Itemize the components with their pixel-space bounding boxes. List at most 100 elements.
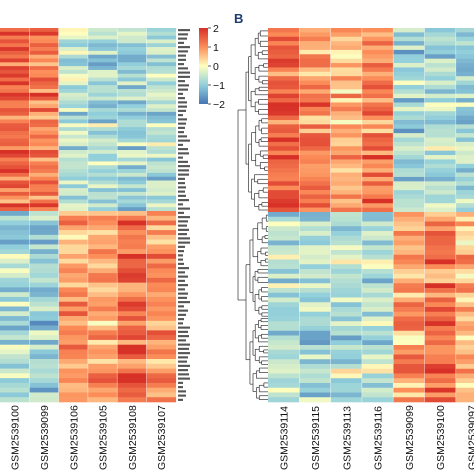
heatmap-cell [87, 89, 118, 94]
row-label [178, 92, 183, 95]
heatmap-cell [455, 58, 474, 64]
heatmap-cell [146, 382, 177, 388]
heatmap-cell [361, 383, 394, 389]
heatmap-cell [117, 263, 147, 269]
heatmap-cell [58, 81, 89, 86]
row-label [178, 101, 187, 104]
heatmap-cell [146, 392, 177, 398]
heatmap-cell [393, 216, 425, 222]
heatmap-cell [29, 119, 59, 124]
heatmap-cell [87, 258, 118, 264]
heatmap-cell [117, 382, 147, 388]
row-label [178, 182, 185, 185]
heatmap-cell [117, 253, 147, 260]
heatmap-cell [87, 392, 118, 398]
heatmap-cell [393, 32, 425, 38]
heatmap-cell [29, 138, 59, 143]
heatmap-cell [330, 159, 363, 165]
heatmap-cell [424, 54, 457, 59]
heatmap-cell [361, 235, 394, 241]
heatmap-cell [299, 383, 331, 389]
heatmap-cell [330, 288, 363, 294]
heatmap-cell [87, 203, 118, 208]
heatmap-a-column-labels: GSM2539100 GSM2539099 GSM2539106 GSM2539105… [10, 405, 168, 470]
heatmap-cell [330, 36, 363, 42]
heatmap-cell [299, 28, 331, 33]
heatmap-cell [361, 221, 394, 227]
heatmap-cell [424, 198, 457, 204]
heatmap-cell [424, 235, 457, 241]
heatmap-cell [424, 124, 457, 130]
heatmap-cell [299, 240, 331, 246]
row-label [178, 390, 186, 393]
heatmap-cell [330, 84, 363, 90]
heatmap-cell [268, 54, 300, 59]
heatmap-cell [146, 287, 177, 293]
heatmap-cell [330, 359, 363, 365]
row-label [178, 267, 189, 270]
column-label: GSM2539115 [310, 406, 322, 470]
heatmap-cell [87, 368, 118, 374]
heatmap-cell [455, 226, 474, 232]
heatmap-cell [58, 184, 89, 189]
heatmap-cell [268, 45, 300, 51]
heatmap-cell [58, 316, 89, 322]
heatmap-cell [117, 96, 147, 101]
heatmap-cell [58, 220, 89, 226]
heatmap-cell [330, 141, 363, 147]
heatmap-cell [299, 102, 331, 108]
row-label [178, 105, 187, 108]
heatmap-cell [268, 63, 300, 68]
heatmap-cell [393, 115, 425, 121]
heatmap-cell [424, 150, 457, 156]
heatmap-cell [299, 330, 331, 336]
heatmap-cell [330, 364, 363, 370]
heatmap-cell [268, 163, 300, 169]
heatmap-b-cells [268, 28, 474, 403]
heatmap-cell [330, 245, 363, 251]
heatmap-cell [146, 69, 177, 75]
heatmap-cell [455, 288, 474, 294]
heatmap-cell [87, 191, 118, 197]
heatmap-cell [361, 359, 394, 365]
heatmap-cell [330, 98, 363, 103]
heatmap-cell [29, 150, 59, 155]
heatmap-cell [146, 153, 177, 158]
heatmap-cell [29, 73, 59, 78]
heatmap-cell [117, 378, 147, 384]
heatmap-cell [87, 378, 118, 384]
heatmap-cell [455, 172, 474, 178]
heatmap-cell [455, 128, 474, 134]
heatmap-cell [0, 134, 30, 139]
heatmap-cell [455, 67, 474, 73]
heatmap-cell [146, 234, 177, 240]
heatmap-cell [268, 288, 300, 294]
heatmap-cell [29, 43, 59, 48]
row-label [178, 241, 190, 244]
heatmap-cell [361, 102, 394, 108]
heatmap-cell [455, 176, 474, 182]
heatmap-cell [117, 330, 147, 336]
heatmap-cell [393, 307, 425, 313]
heatmap-cell [393, 226, 425, 232]
row-label [178, 301, 190, 304]
heatmap-cell [87, 349, 118, 355]
heatmap-cell [299, 397, 331, 403]
heatmap-cell [330, 58, 363, 64]
row-label [178, 233, 187, 236]
heatmap-cell [58, 320, 89, 326]
heatmap-cell [29, 359, 59, 365]
heatmap-cell [424, 231, 457, 237]
heatmap-cell [29, 104, 59, 109]
heatmap-cell [393, 231, 425, 237]
heatmap-cell [117, 234, 147, 240]
heatmap-cell [146, 316, 177, 322]
heatmap-cell [0, 127, 30, 132]
heatmap-cell [299, 45, 331, 51]
heatmap-b-column-labels: GSM2539114 GSM2539115 GSM2539113 GSM2539116… [279, 405, 474, 470]
heatmap-cell [87, 225, 118, 231]
heatmap-cell [146, 142, 177, 147]
heatmap-cell [29, 161, 59, 166]
heatmap-cell [0, 277, 30, 283]
